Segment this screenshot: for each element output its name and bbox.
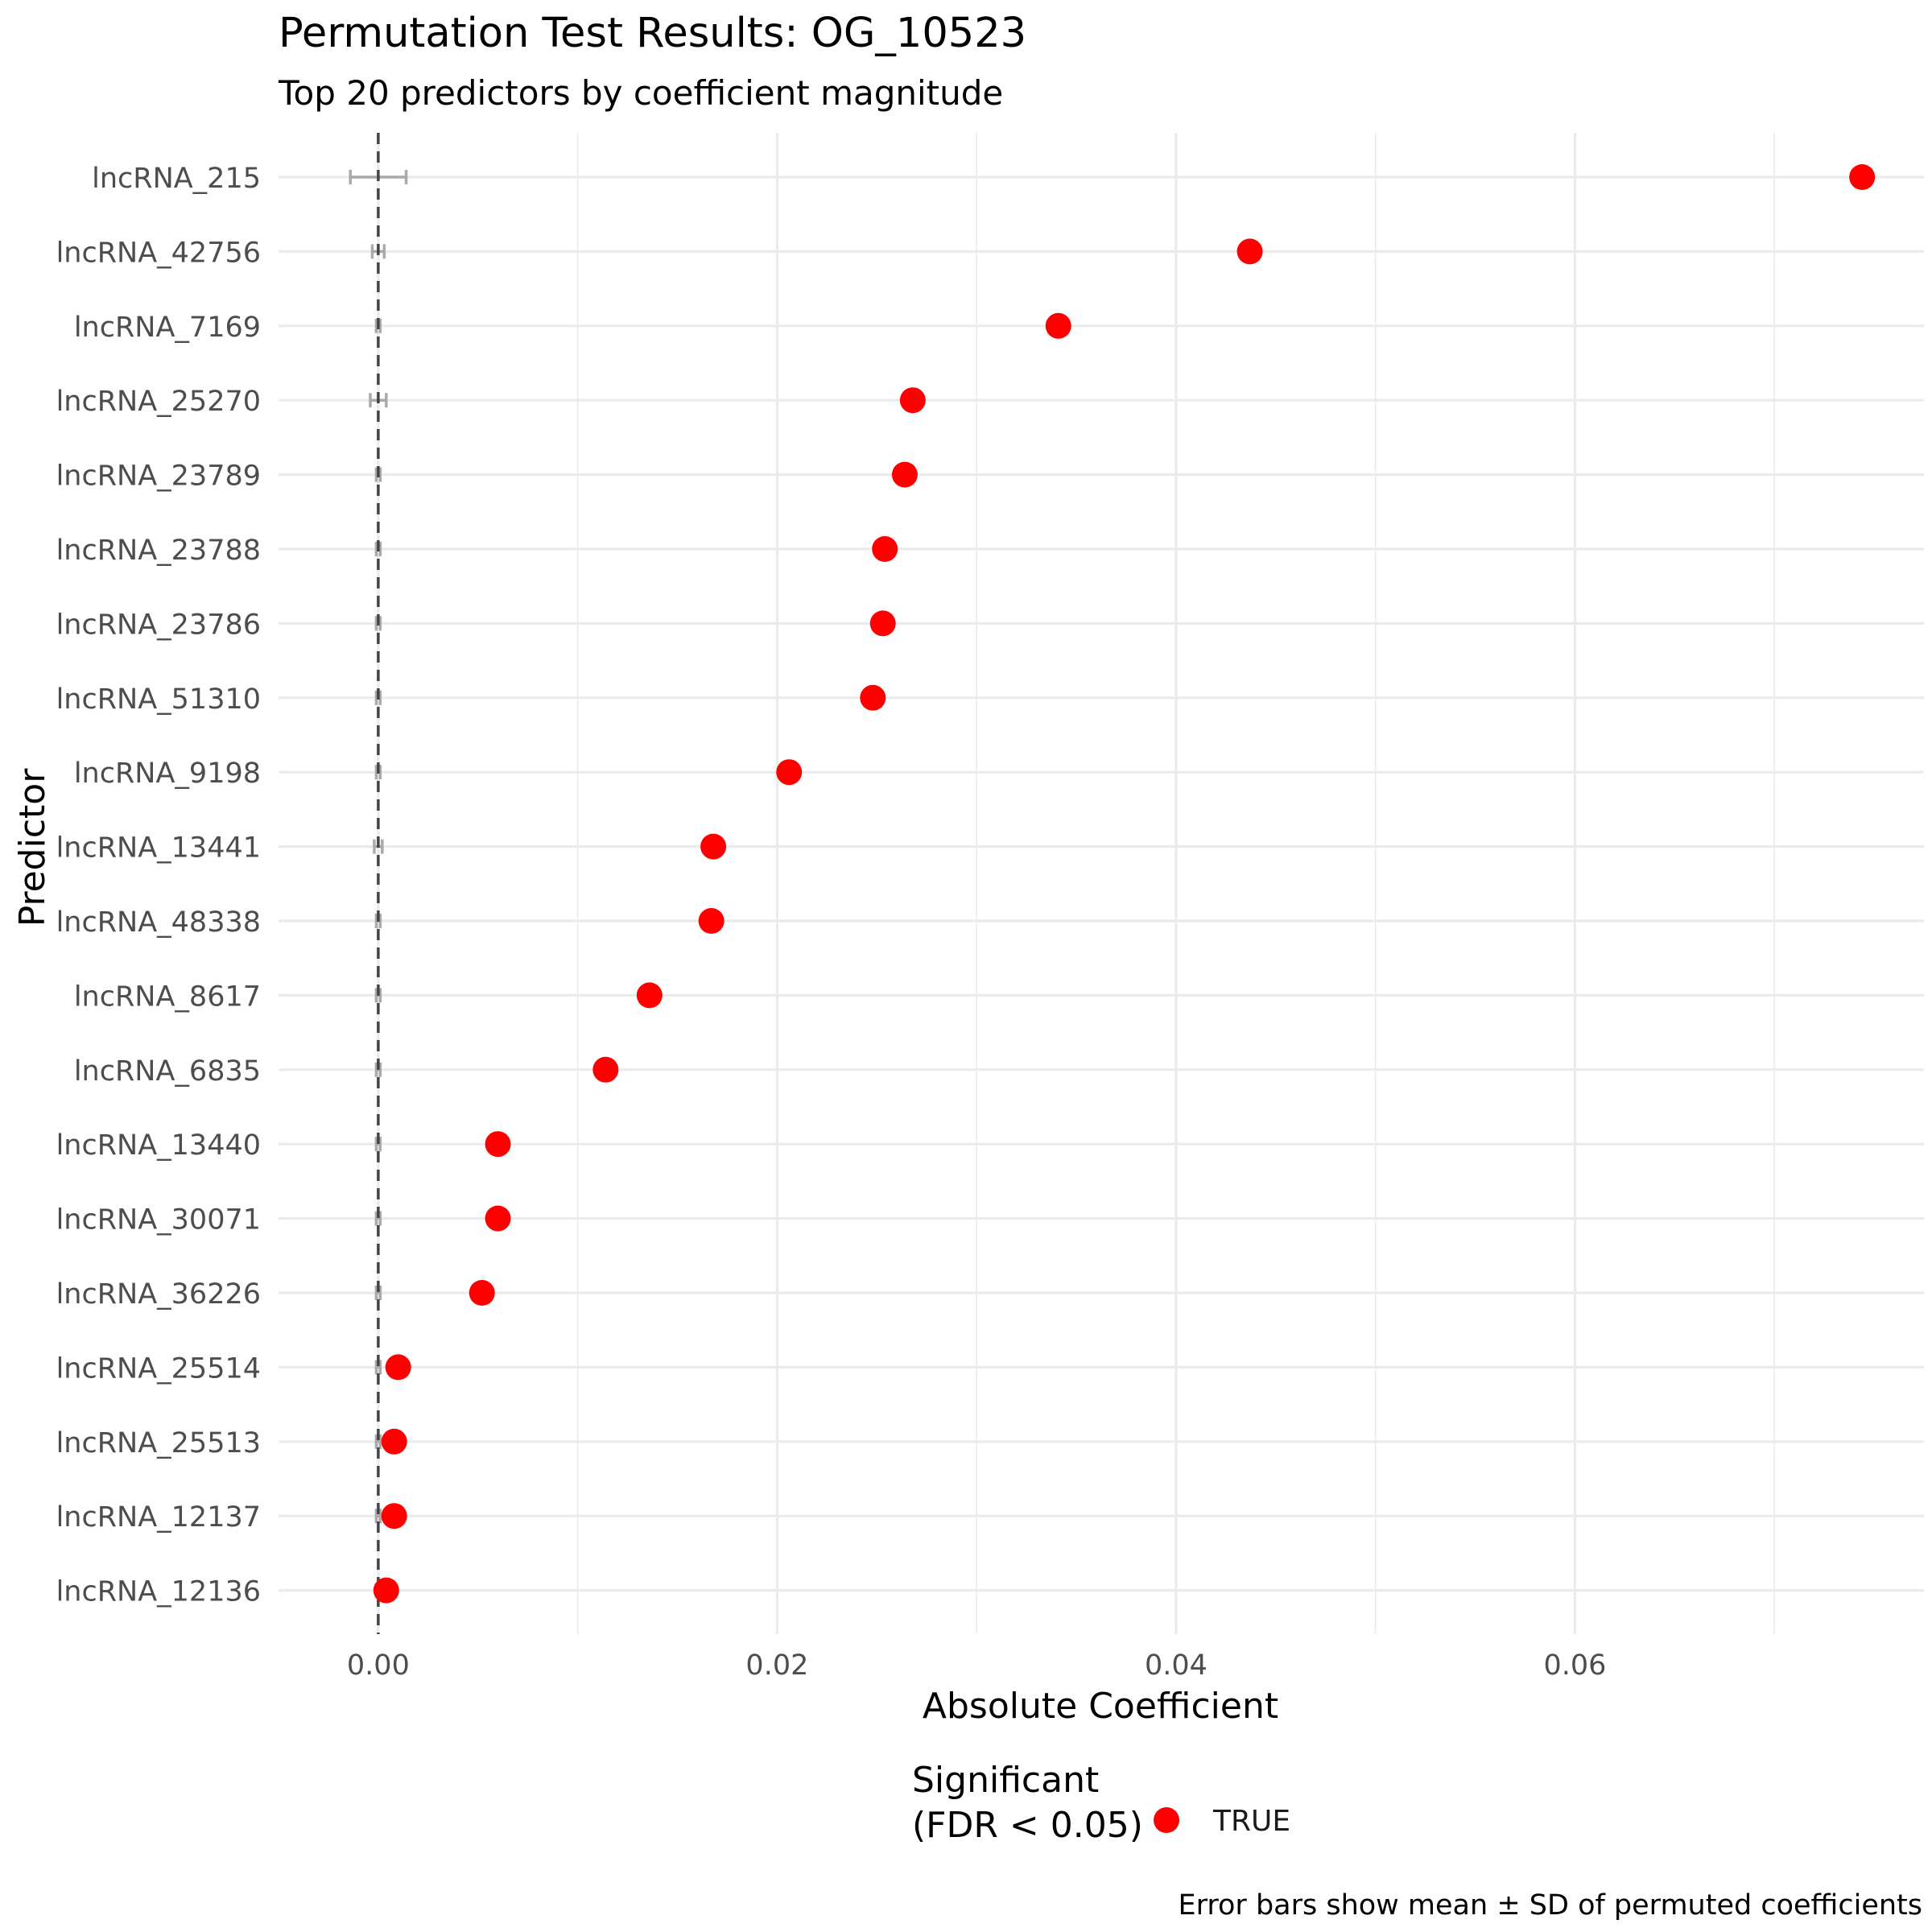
y-tick-label: lncRNA_13440 bbox=[56, 1129, 261, 1162]
data-point bbox=[1045, 312, 1071, 339]
legend-label-true: TRUE bbox=[1212, 1805, 1290, 1838]
data-point bbox=[872, 536, 898, 562]
error-bar bbox=[374, 1211, 382, 1226]
y-tick-label: lncRNA_23789 bbox=[56, 460, 261, 493]
y-tick-label: lncRNA_25270 bbox=[56, 386, 261, 418]
chart-title: Permutation Test Results: OG_10523 bbox=[279, 10, 1026, 57]
data-point bbox=[469, 1280, 495, 1306]
points bbox=[373, 164, 1876, 1604]
y-tick-label: lncRNA_12136 bbox=[56, 1576, 261, 1608]
y-tick-label: lncRNA_9198 bbox=[74, 758, 261, 790]
y-tick-label: lncRNA_25513 bbox=[56, 1427, 261, 1459]
y-tick-label: lncRNA_30071 bbox=[56, 1204, 261, 1236]
y-axis-label: Predictor bbox=[12, 768, 53, 927]
y-tick-label: lncRNA_23786 bbox=[56, 609, 261, 641]
data-point bbox=[869, 610, 896, 637]
data-point bbox=[1849, 164, 1876, 190]
chart-subtitle: Top 20 predictors by coefficient magnitu… bbox=[278, 73, 1003, 113]
x-tick-label: 0.04 bbox=[1145, 1649, 1208, 1682]
data-point bbox=[899, 387, 926, 414]
y-tick-label: lncRNA_51310 bbox=[56, 683, 261, 716]
data-point bbox=[636, 982, 663, 1009]
data-point bbox=[385, 1354, 411, 1381]
y-tick-label: lncRNA_36226 bbox=[56, 1278, 261, 1311]
x-axis-label: Absolute Coefficient bbox=[923, 1686, 1278, 1727]
data-point bbox=[381, 1503, 407, 1530]
data-point bbox=[381, 1428, 407, 1455]
y-tick-label: lncRNA_42756 bbox=[56, 237, 261, 269]
error-bar bbox=[374, 1137, 382, 1152]
y-tick-label: lncRNA_48338 bbox=[56, 906, 261, 939]
legend-key-point bbox=[1154, 1807, 1179, 1833]
data-point bbox=[776, 759, 803, 786]
y-tick-label: lncRNA_8617 bbox=[74, 980, 261, 1013]
data-point bbox=[373, 1577, 399, 1604]
data-point bbox=[592, 1056, 619, 1083]
y-tick-label: lncRNA_215 bbox=[92, 163, 261, 195]
y-tick-label: lncRNA_13441 bbox=[56, 832, 261, 865]
y-tick-label: lncRNA_23788 bbox=[56, 535, 261, 567]
error-bar bbox=[374, 1360, 382, 1375]
legend-title-line1: Significant bbox=[912, 1760, 1099, 1801]
x-tick-label: 0.00 bbox=[347, 1649, 410, 1682]
x-tick-label: 0.06 bbox=[1543, 1649, 1606, 1682]
x-tick-label: 0.02 bbox=[745, 1649, 808, 1682]
y-tick-label: lncRNA_7169 bbox=[74, 312, 261, 344]
error-bar bbox=[374, 1286, 382, 1300]
caption: Error bars show mean ± SD of permuted co… bbox=[1179, 1889, 1923, 1922]
data-point bbox=[860, 684, 886, 711]
x-tick-labels: 0.00 0.02 0.04 0.06 bbox=[347, 1649, 1606, 1682]
y-tick-label: lncRNA_6835 bbox=[74, 1055, 261, 1088]
data-point bbox=[485, 1131, 511, 1158]
error-bar bbox=[374, 1509, 382, 1524]
y-tick-label: lncRNA_12137 bbox=[56, 1501, 261, 1534]
y-tick-label: lncRNA_25514 bbox=[56, 1352, 261, 1385]
error-bar bbox=[374, 1434, 382, 1449]
y-tick-labels: lncRNA_215 lncRNA_42756 lncRNA_7169 lncRNA_… bbox=[56, 163, 261, 1608]
grid bbox=[279, 133, 1924, 1634]
legend-title-line2: (FDR < 0.05) bbox=[912, 1805, 1143, 1846]
data-point bbox=[1236, 238, 1263, 265]
data-point bbox=[891, 461, 918, 488]
data-point bbox=[485, 1205, 511, 1232]
data-point bbox=[700, 833, 727, 860]
legend: Significant (FDR < 0.05) TRUE bbox=[912, 1760, 1290, 1846]
data-point bbox=[698, 908, 724, 934]
